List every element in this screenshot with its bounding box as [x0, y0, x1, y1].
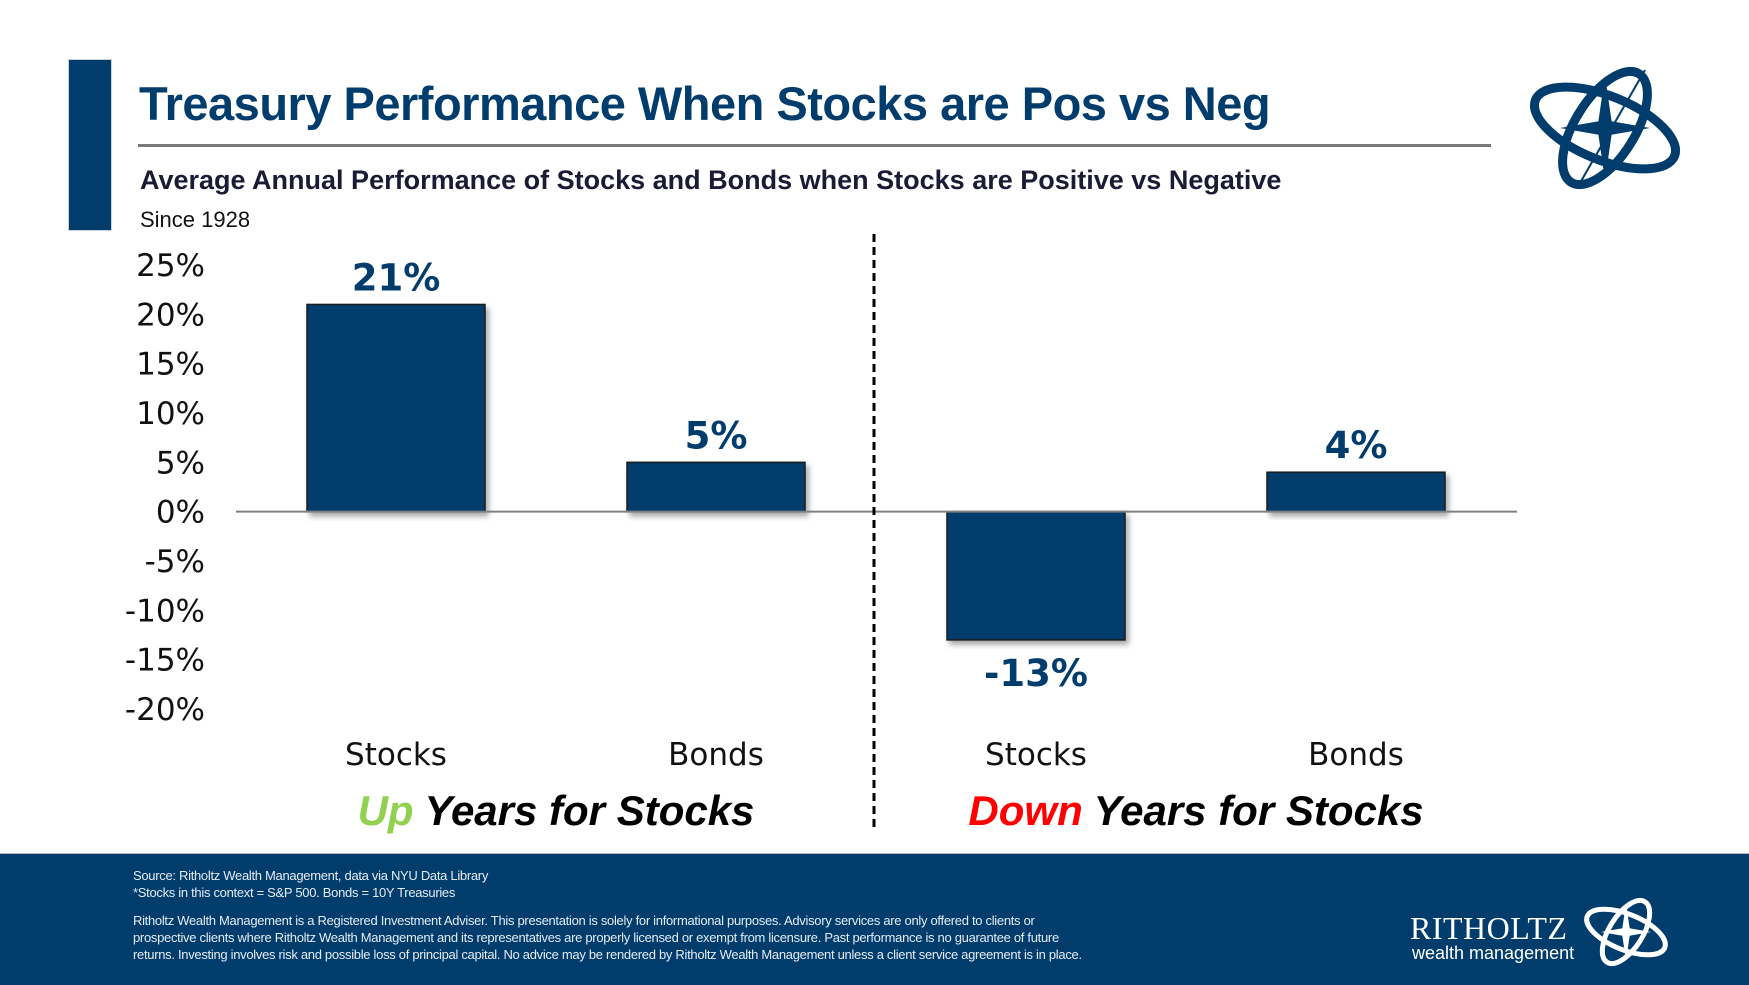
y-tick-label: 0%: [156, 495, 205, 531]
y-tick-label: -15%: [125, 643, 205, 679]
footer: [0, 853, 1749, 985]
y-tick-label: 15%: [136, 347, 205, 383]
y-tick-label: 10%: [136, 396, 205, 432]
compass-orbit-logo-icon: [1529, 66, 1681, 190]
page-title: Treasury Performance When Stocks are Pos…: [139, 77, 1271, 130]
y-tick-label: 5%: [156, 445, 205, 481]
disclaimer-line: returns. Investing involves risk and pos…: [133, 947, 1082, 962]
brand-logo-icon: [1584, 897, 1668, 967]
group-label-rest: Years for Stocks: [1083, 787, 1424, 834]
title-divider: [138, 144, 1491, 147]
group-label-highlight: Up: [358, 787, 414, 834]
group-label: Up Years for Stocks: [358, 787, 755, 834]
y-tick-label: 20%: [136, 297, 205, 333]
y-tick-label: 25%: [136, 248, 205, 284]
category-label: Stocks: [985, 737, 1087, 773]
category-label: Bonds: [668, 737, 764, 773]
bar: [946, 510, 1126, 641]
disclaimer-line: Ritholtz Wealth Management is a Register…: [133, 913, 1035, 928]
group-label: Down Years for Stocks: [968, 787, 1423, 834]
y-tick-label: -10%: [125, 593, 205, 629]
group-label-rest: Years for Stocks: [414, 787, 755, 834]
data-label: 5%: [685, 414, 748, 457]
definition-note: *Stocks in this context = S&P 500. Bonds…: [133, 885, 456, 900]
title-accent-bar: [69, 60, 111, 230]
category-label: Stocks: [345, 737, 447, 773]
brand-subtitle: wealth management: [1412, 943, 1575, 963]
category-label: Bonds: [1308, 737, 1404, 773]
bar: [306, 303, 486, 513]
data-label: 21%: [352, 256, 441, 299]
brand-name: RITHOLTZ: [1410, 910, 1568, 946]
source-note: Source: Ritholtz Wealth Management, data…: [133, 868, 489, 883]
y-tick-label: -5%: [145, 544, 205, 580]
y-tick-label: -20%: [125, 692, 205, 728]
data-label: -13%: [984, 652, 1088, 695]
group-label-highlight: Down: [968, 787, 1082, 834]
bar: [1266, 471, 1446, 513]
bar: [626, 461, 806, 513]
disclaimer-line: prospective clients where Ritholtz Wealt…: [133, 930, 1059, 945]
chart-subtitle: Average Annual Performance of Stocks and…: [140, 165, 1282, 195]
since-label: Since 1928: [140, 207, 251, 232]
data-label: 4%: [1325, 424, 1388, 467]
